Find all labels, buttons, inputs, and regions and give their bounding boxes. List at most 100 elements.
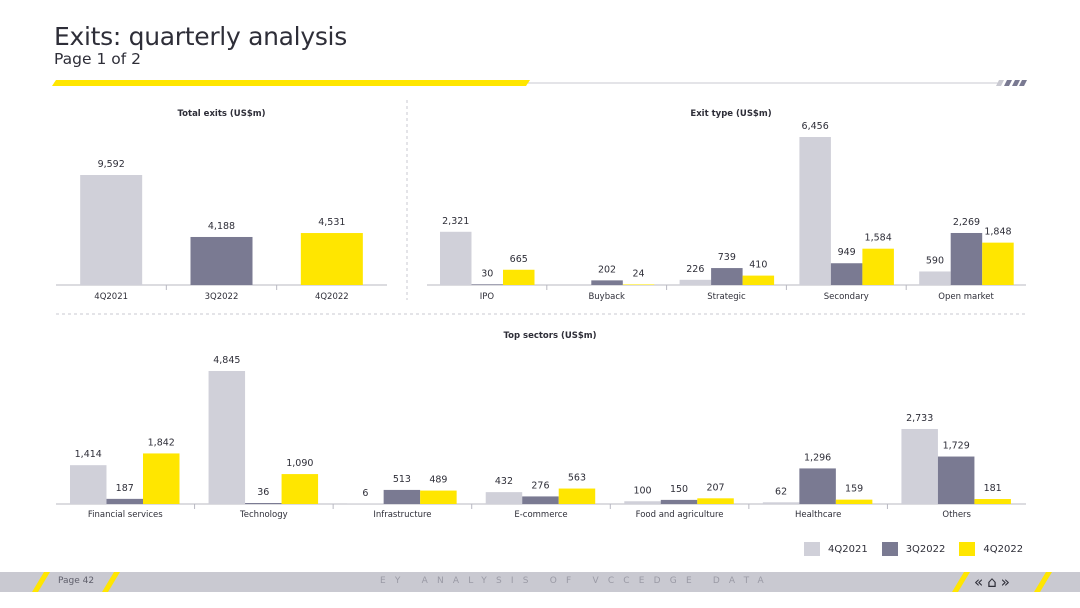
chart2-bar-buyback-4q2022 xyxy=(622,284,655,285)
chart3-bar-technology-4q2021 xyxy=(208,371,246,504)
chart3-category-label-healthcare: Healthcare xyxy=(795,510,841,520)
chart1-category-label-3q2022: 3Q2022 xyxy=(205,292,239,302)
chart3-bar-infrastructure-4q2022 xyxy=(420,490,457,504)
footer-page-number: Page 42 xyxy=(58,576,95,586)
next-page-icon[interactable]: » xyxy=(1000,573,1010,591)
chart2-category-label-ipo: IPO xyxy=(480,292,495,302)
legend-label-3q2022: 3Q2022 xyxy=(905,543,946,555)
chart3-value-label-healthcare-3q2022: 1,296 xyxy=(804,452,831,463)
chart3-category-label-others: Others xyxy=(942,510,971,520)
chart2-bar-open-market-3q2022 xyxy=(950,232,983,285)
chart3-category-label-financial-services: Financial services xyxy=(88,510,163,520)
chart3-value-label-financial-services-4q2022: 1,842 xyxy=(148,437,175,448)
chart3-bar-financial-services-3q2022 xyxy=(106,498,143,504)
chart3-title: Top sectors (US$m) xyxy=(503,331,596,341)
chart2-value-label-ipo-4q2022: 665 xyxy=(510,254,528,265)
chart2-value-label-secondary-4q2022: 1,584 xyxy=(865,233,892,244)
chart3-value-label-e-commerce-3q2022: 276 xyxy=(531,480,549,491)
chart2-bar-secondary-4q2022 xyxy=(862,248,894,285)
legend-swatch-3q2022 xyxy=(881,542,898,556)
chart3-value-label-e-commerce-4q2021: 432 xyxy=(495,476,513,487)
chart3-bar-others-4q2022 xyxy=(974,499,1011,504)
chart3-value-label-infrastructure-4q2022: 489 xyxy=(429,475,447,486)
chart3-value-label-technology-4q2021: 4,845 xyxy=(213,355,240,366)
chart2-value-label-secondary-3q2022: 949 xyxy=(838,247,856,258)
chart1-value-label-4q2022: 4,531 xyxy=(318,217,345,228)
chart2-bar-open-market-4q2021 xyxy=(919,271,951,285)
chart3-value-label-financial-services-3q2022: 187 xyxy=(116,483,134,494)
chart3-bar-healthcare-4q2022 xyxy=(835,499,873,504)
chart2-value-label-open-market-3q2022: 2,269 xyxy=(953,217,980,228)
chart2-bar-buyback-3q2022 xyxy=(591,280,623,285)
chart3-bar-financial-services-4q2022 xyxy=(143,453,180,504)
legend-label-4q2021: 4Q2021 xyxy=(828,543,868,555)
chart2-bar-strategic-3q2022 xyxy=(711,268,743,285)
footer-source-text: EY ANALYSIS OF VCCEDGE DATA xyxy=(380,576,773,586)
chart3-value-label-food-and-agriculture-3q2022: 150 xyxy=(670,484,688,495)
chart3-category-label-food-and-agriculture: Food and agriculture xyxy=(636,510,724,520)
chart3-category-label-technology: Technology xyxy=(239,510,288,520)
chart2-bar-secondary-3q2022 xyxy=(830,263,863,285)
chart2-bar-secondary-4q2021 xyxy=(799,137,831,285)
chart3-value-label-others-3q2022: 1,729 xyxy=(943,441,970,452)
chart3-bar-others-4q2021 xyxy=(901,428,938,504)
page-title: Exits: quarterly analysis xyxy=(54,22,347,51)
chart3-bar-infrastructure-3q2022 xyxy=(383,489,421,504)
chart3-value-label-others-4q2022: 181 xyxy=(984,483,1002,494)
home-icon[interactable]: ⌂ xyxy=(987,573,997,591)
chart1-category-label-4q2022: 4Q2022 xyxy=(315,292,349,302)
chart2-title: Exit type (US$m) xyxy=(690,109,771,119)
footer-navigation: « ⌂ » xyxy=(974,572,1014,592)
chart2-category-label-open-market: Open market xyxy=(938,292,994,302)
legend-item-4q2021: 4Q2021 xyxy=(804,542,868,556)
legend-swatch-4q2022 xyxy=(959,542,976,556)
chart2-category-label-secondary: Secondary xyxy=(824,292,869,302)
chart3-value-label-healthcare-4q2022: 159 xyxy=(845,484,863,495)
accent-stripe-1 xyxy=(996,80,1004,86)
chart3-bar-food-and-agriculture-3q2022 xyxy=(660,499,698,504)
chart3-category-label-e-commerce: E-commerce xyxy=(514,510,567,520)
chart1-value-label-4q2021: 9,592 xyxy=(98,159,125,170)
chart1-value-label-3q2022: 4,188 xyxy=(208,221,235,232)
legend-item-3q2022: 3Q2022 xyxy=(881,542,946,556)
chart3-value-label-technology-3q2022: 36 xyxy=(257,487,269,498)
chart3-value-label-technology-4q2022: 1,090 xyxy=(286,458,313,469)
chart2-category-label-buyback: Buyback xyxy=(588,292,625,302)
chart2-bar-open-market-4q2022 xyxy=(982,242,1014,285)
chart2-value-label-strategic-4q2021: 226 xyxy=(686,264,704,275)
header-rule xyxy=(52,80,1027,86)
legend-swatch-4q2021 xyxy=(804,542,820,556)
chart3-bar-financial-services-4q2021 xyxy=(70,465,107,504)
chart3-value-label-infrastructure-3q2022: 513 xyxy=(393,474,411,485)
legend-label-4q2022: 4Q2022 xyxy=(983,543,1024,555)
chart2-value-label-buyback-4q2022: 24 xyxy=(633,268,645,279)
chart2-category-label-strategic: Strategic xyxy=(707,292,746,302)
chart1-bar-4q2021 xyxy=(80,175,143,285)
chart2-bar-ipo-3q2022 xyxy=(471,284,503,285)
chart-legend: 4Q2021 3Q2022 4Q2022 xyxy=(804,542,1023,556)
chart2-bar-ipo-4q2021 xyxy=(440,231,472,285)
chart2-value-label-strategic-3q2022: 739 xyxy=(718,252,736,263)
chart1-title: Total exits (US$m) xyxy=(178,109,266,119)
chart2-value-label-buyback-3q2022: 202 xyxy=(598,264,616,275)
chart2-value-label-ipo-4q2021: 2,321 xyxy=(442,216,469,227)
chart2-value-label-secondary-4q2021: 6,456 xyxy=(802,121,829,132)
chart2-bar-strategic-4q2021 xyxy=(679,279,712,285)
prev-page-icon[interactable]: « xyxy=(974,573,984,591)
chart3-bar-food-and-agriculture-4q2021 xyxy=(624,501,661,504)
chart3-value-label-infrastructure-4q2021: 6 xyxy=(362,488,368,499)
chart3-bar-technology-3q2022 xyxy=(245,503,282,504)
chart3-bar-e-commerce-3q2022 xyxy=(522,496,559,504)
chart3-value-label-financial-services-4q2021: 1,414 xyxy=(75,449,102,460)
legend-item-4q2022: 4Q2022 xyxy=(959,542,1023,556)
chart3-value-label-others-4q2021: 2,733 xyxy=(906,413,933,424)
accent-bar xyxy=(52,80,530,86)
chart3-category-label-infrastructure: Infrastructure xyxy=(373,510,431,520)
chart3-bar-healthcare-3q2022 xyxy=(799,468,836,504)
chart3-value-label-healthcare-4q2021: 62 xyxy=(775,486,787,497)
chart3-value-label-food-and-agriculture-4q2021: 100 xyxy=(633,485,651,496)
chart3-bar-food-and-agriculture-4q2022 xyxy=(697,498,734,504)
chart3-bar-e-commerce-4q2021 xyxy=(485,492,523,504)
accent-stripe-4 xyxy=(1019,80,1027,86)
